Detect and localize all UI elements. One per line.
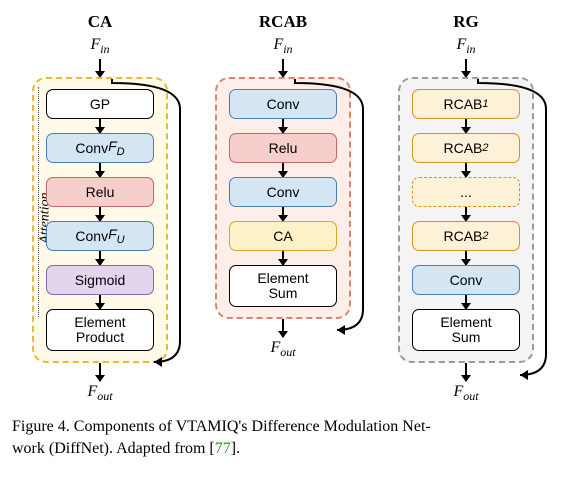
arrow — [282, 251, 284, 265]
arrow — [465, 119, 467, 133]
columns-row: CA Fin Attention GPConv FDReluConv FUSig… — [12, 12, 554, 406]
rg-fin: Fin — [456, 36, 475, 57]
rcab-blocks: Conv Relu Conv CA ElementSum — [229, 89, 337, 307]
col-ca: CA Fin Attention GPConv FDReluConv FUSig… — [12, 12, 188, 406]
ca-block-3: Conv FU — [46, 221, 154, 251]
rg-fout: Fout — [453, 383, 478, 404]
col-rcab: RCAB Fin Conv Relu Conv CA ElementSum Fout — [195, 12, 371, 362]
ca-block-1: Conv FD — [46, 133, 154, 163]
arrow — [465, 163, 467, 177]
ca-blocks: GP Conv FD Relu Conv FU Sigmoid ElementProduc… — [46, 89, 154, 351]
rcab-block-1: Relu — [229, 133, 337, 163]
ca-block-0: GP — [46, 89, 154, 119]
rg-panel: RCAB1 RCAB2... RCAB2 Conv ElementSum — [398, 77, 534, 363]
ca-block-5: ElementProduct — [46, 309, 154, 351]
caption-line2b: ]. — [231, 440, 240, 457]
rg-blocks: RCAB1 RCAB2... RCAB2 Conv ElementSum — [412, 89, 520, 351]
ca-panel: Attention GPConv FDReluConv FUSigmoidEle… — [32, 77, 168, 363]
figure-caption: Figure 4. Components of VTAMIQ's Differe… — [12, 416, 554, 459]
arrow — [465, 59, 467, 77]
arrow — [465, 207, 467, 221]
arrow — [99, 363, 101, 381]
rcab-fin: Fin — [273, 36, 292, 57]
caption-ref: 77 — [215, 440, 231, 457]
rg-block-4: Conv — [412, 265, 520, 295]
ca-title: CA — [88, 12, 113, 32]
arrow — [99, 163, 101, 177]
arrow — [282, 319, 284, 337]
arrow — [99, 251, 101, 265]
rcab-block-0: Conv — [229, 89, 337, 119]
rcab-block-2: Conv — [229, 177, 337, 207]
rg-block-5: ElementSum — [412, 309, 520, 351]
rcab-panel: Conv Relu Conv CA ElementSum — [215, 77, 351, 319]
rg-block-2: ... — [412, 177, 520, 207]
arrow — [465, 251, 467, 265]
arrow — [99, 207, 101, 221]
ca-block-4: Sigmoid — [46, 265, 154, 295]
arrow — [465, 295, 467, 309]
caption-line1: Figure 4. Components of VTAMIQ's Differe… — [12, 418, 431, 435]
rcab-block-3: CA — [229, 221, 337, 251]
ca-block-2: Relu — [46, 177, 154, 207]
rg-title: RG — [453, 12, 479, 32]
figure: CA Fin Attention GPConv FDReluConv FUSig… — [12, 12, 554, 460]
caption-line2a: work (DiffNet). Adapted from [ — [12, 440, 215, 457]
ca-fout: Fout — [87, 383, 112, 404]
rcab-fout: Fout — [270, 339, 295, 360]
rcab-block-4: ElementSum — [229, 265, 337, 307]
arrow — [99, 295, 101, 309]
rg-block-3: RCAB2 — [412, 221, 520, 251]
rcab-title: RCAB — [259, 12, 307, 32]
arrow — [99, 119, 101, 133]
ca-fin: Fin — [90, 36, 109, 57]
arrow — [465, 363, 467, 381]
arrow — [282, 119, 284, 133]
rg-block-1: RCAB2 — [412, 133, 520, 163]
arrow — [282, 207, 284, 221]
arrow — [99, 59, 101, 77]
arrow — [282, 163, 284, 177]
rg-block-0: RCAB1 — [412, 89, 520, 119]
arrow — [282, 59, 284, 77]
col-rg: RG Fin RCAB1RCAB2...RCAB2ConvElementSum … — [378, 12, 554, 406]
